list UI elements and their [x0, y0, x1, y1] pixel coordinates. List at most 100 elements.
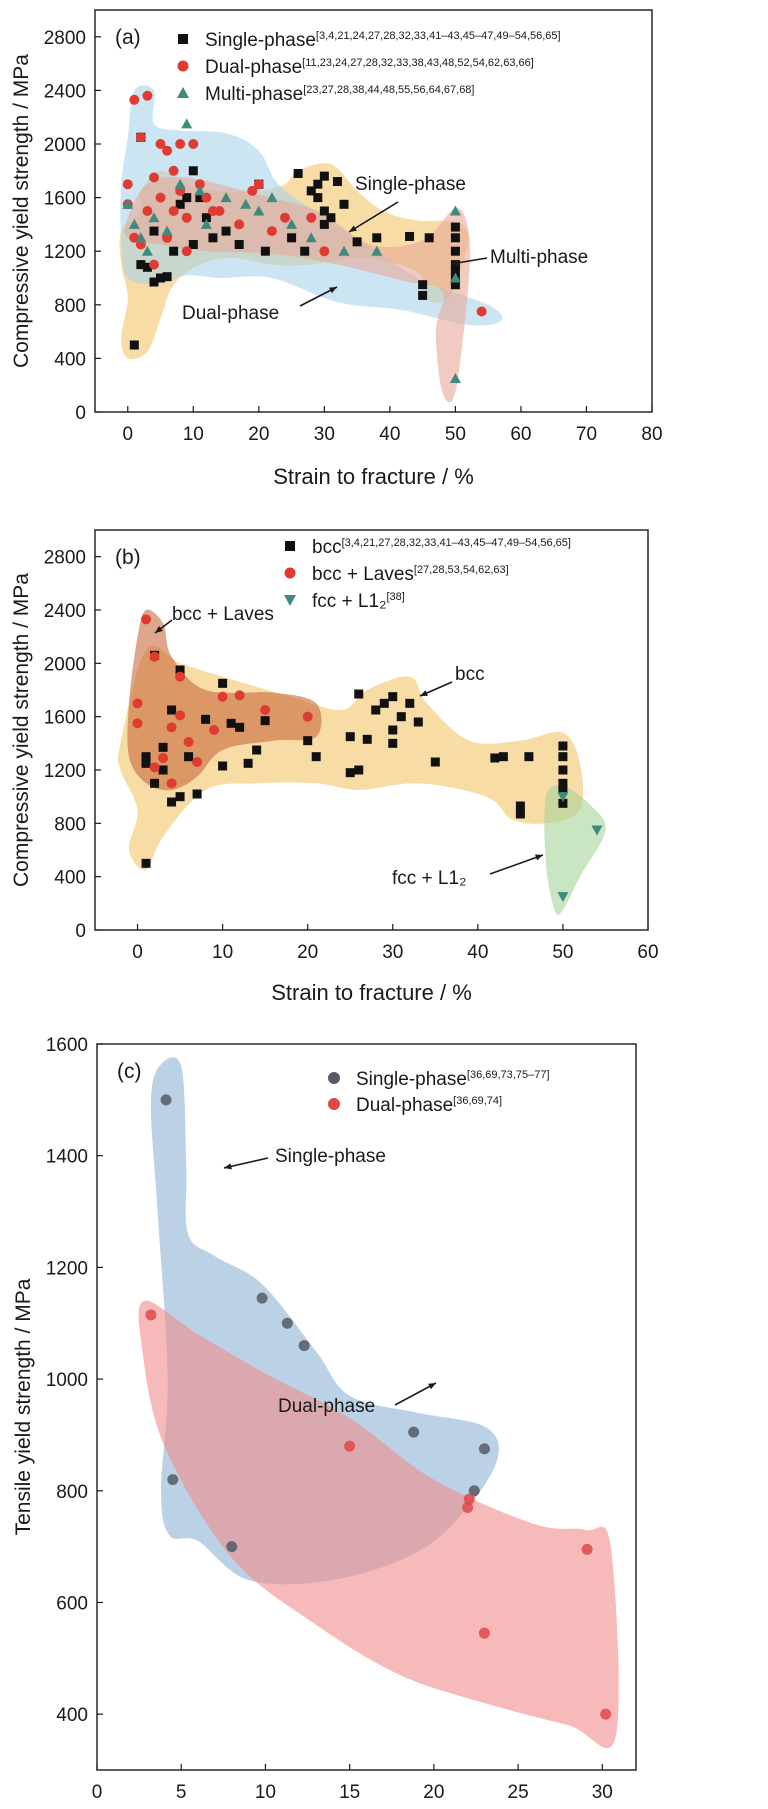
data-point-bcc — [490, 753, 500, 763]
data-point-bcc — [371, 705, 381, 715]
annotation-arrow — [489, 854, 544, 875]
data-point-bcc — [362, 734, 372, 744]
annotation-arrow — [348, 201, 399, 233]
y-tick-label: 600 — [56, 1593, 88, 1614]
data-point-dual-phase — [478, 1627, 490, 1639]
data-point-single-phase — [300, 246, 310, 256]
annotation-arrowhead — [224, 1163, 232, 1170]
data-point-dual-phase — [581, 1543, 593, 1555]
x-tick-label: 30 — [382, 942, 403, 963]
data-point-bcc — [235, 722, 245, 732]
data-point-dual-phase — [280, 212, 291, 223]
data-point-bcc — [141, 752, 151, 762]
legend-refs: [38] — [386, 591, 404, 603]
data-point-multi-phase — [174, 178, 186, 189]
data-point-single-phase — [256, 1292, 268, 1304]
data-point-dual-phase — [175, 139, 186, 149]
annotation-fcc-l1: fcc + L1₂ — [392, 868, 466, 889]
data-point-bcc — [345, 768, 355, 778]
series-fcc-l1 — [557, 792, 603, 903]
x-tick-label: 80 — [641, 424, 662, 445]
data-point-bcc — [141, 758, 151, 768]
legend-marker-single-phase — [178, 34, 188, 44]
x-tick-label: 20 — [248, 424, 269, 445]
annotation-arrowhead — [535, 854, 543, 861]
data-point-single-phase — [293, 168, 303, 178]
data-point-dual-phase — [181, 212, 192, 223]
y-tick-label: 2800 — [44, 28, 86, 49]
data-point-single-phase — [195, 193, 205, 203]
x-tick-label: 15 — [339, 1782, 360, 1803]
data-point-single-phase — [450, 280, 460, 290]
y-tick-label: 1000 — [46, 1370, 88, 1391]
annotation-arrowhead — [329, 287, 337, 294]
data-point-bcc-laves — [132, 698, 143, 709]
legend-marker-dual-phase — [177, 60, 189, 72]
data-point-dual-phase — [168, 165, 179, 176]
data-point-single-phase — [162, 272, 172, 282]
data-point-bcc — [192, 789, 202, 799]
x-tick-label: 40 — [379, 424, 400, 445]
y-tick-label: 1200 — [46, 1258, 88, 1279]
x-tick-label: 0 — [92, 1782, 103, 1803]
data-point-single-phase — [313, 193, 323, 203]
y-tick-label: 1400 — [46, 1147, 88, 1168]
data-point-single-phase — [450, 246, 460, 256]
data-point-dual-phase — [214, 206, 225, 216]
data-point-single-phase — [260, 246, 270, 256]
data-point-dual-phase — [142, 90, 153, 101]
data-point-dual-phase — [600, 1708, 612, 1720]
region-multi-phase — [124, 176, 471, 403]
data-point-single-phase — [160, 1094, 172, 1106]
data-point-single-phase — [201, 213, 211, 223]
data-point-bcc — [226, 718, 236, 728]
x-tick-label: 10 — [255, 1782, 276, 1803]
x-tick-label: 30 — [592, 1782, 613, 1803]
data-point-single-phase — [319, 171, 329, 181]
data-point-fcc-l1 — [591, 825, 603, 836]
x-tick-label: 60 — [637, 942, 658, 963]
data-point-multi-phase — [194, 185, 206, 196]
data-point-bcc — [150, 778, 160, 788]
data-point-single-phase — [319, 219, 329, 229]
data-point-bcc — [515, 809, 525, 819]
annotation-arrowhead — [349, 225, 357, 232]
y-tick-label: 1600 — [44, 708, 86, 729]
legend-marker-bcc — [285, 541, 295, 551]
data-point-single-phase — [136, 260, 146, 270]
data-point-bcc — [354, 765, 364, 775]
data-point-dual-phase — [194, 179, 205, 190]
series-single-phase — [160, 1094, 490, 1553]
data-point-dual-phase — [234, 219, 245, 230]
legend-refs: [36,69,73,75–77] — [467, 1069, 550, 1081]
data-point-bcc — [167, 705, 177, 715]
x-tick-label: 40 — [467, 942, 488, 963]
chart-panel-1: 0 10 20 30 40 50 60 70 8004008001200160020002400… — [10, 9, 663, 489]
data-point-single-phase — [306, 186, 316, 196]
legend-refs: [27,28,53,54,62,63] — [414, 564, 509, 576]
data-point-dual-phase — [247, 185, 258, 196]
data-point-bcc-laves — [234, 690, 245, 701]
data-point-bcc — [141, 858, 151, 868]
data-point-single-phase — [167, 1474, 179, 1486]
data-point-bcc-laves — [166, 778, 177, 789]
data-point-single-phase — [221, 226, 231, 236]
series-multi-phase — [122, 118, 461, 383]
legend-entry-multi-phase: Multi-phase[23,27,28,38,44,48,55,56,64,6… — [205, 84, 474, 105]
y-tick-label: 800 — [54, 814, 86, 835]
data-point-bcc-laves — [217, 691, 228, 702]
data-point-multi-phase — [371, 245, 383, 256]
legend-refs: [3,4,21,24,27,28,32,33,41–43,45–47,49–54… — [316, 30, 561, 42]
data-point-dual-phase — [306, 212, 317, 223]
data-point-single-phase — [450, 222, 460, 232]
data-point-single-phase — [149, 277, 159, 287]
panel-label: (a) — [115, 26, 141, 49]
data-point-single-phase — [188, 240, 198, 249]
annotation-arrowhead — [451, 259, 459, 266]
data-point-dual-phase — [155, 192, 166, 203]
data-point-bcc — [175, 665, 185, 675]
annotation-arrow — [223, 1157, 269, 1169]
y-tick-label: 400 — [54, 349, 86, 370]
data-point-multi-phase — [141, 245, 153, 256]
